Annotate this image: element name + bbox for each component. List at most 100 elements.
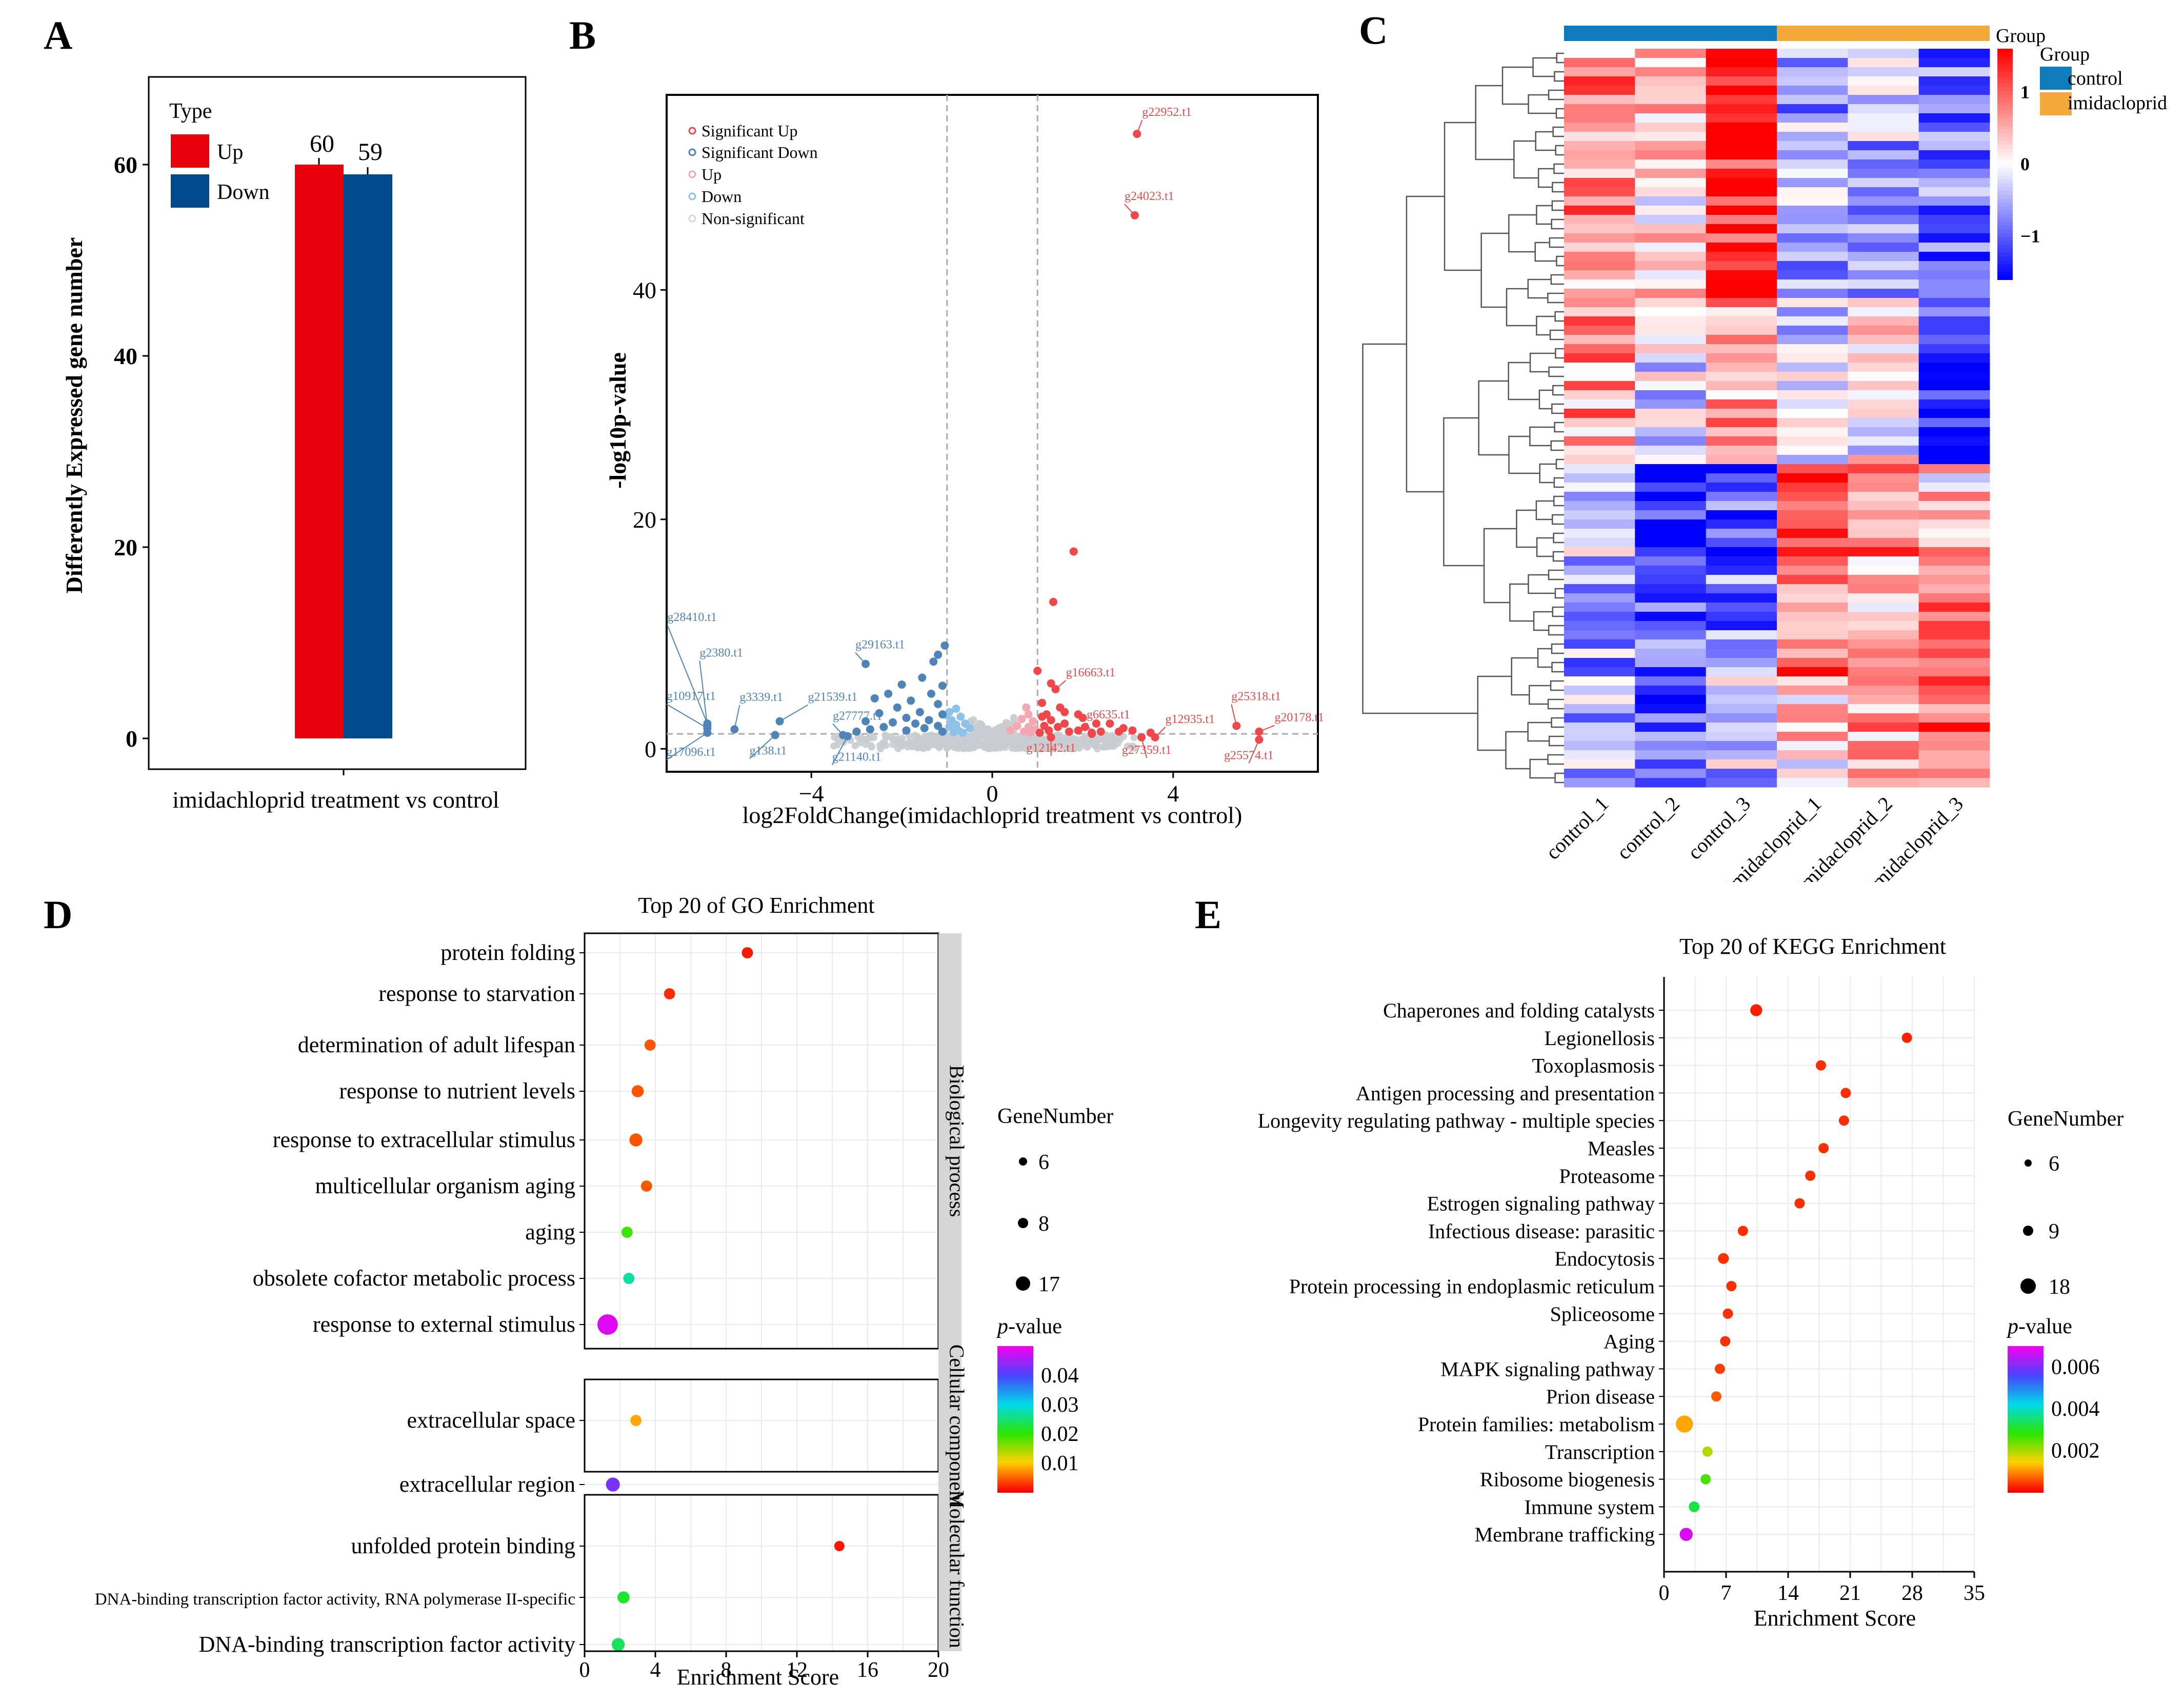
heatmap-cell — [1918, 529, 1990, 538]
colorbar-segment — [1997, 275, 2013, 280]
heatmap-cell — [1635, 307, 1707, 317]
heatmap-cell — [1564, 446, 1635, 455]
colorbar-segment — [2008, 1480, 2043, 1483]
heatmap-cell — [1635, 741, 1707, 751]
heatmap-cell — [1635, 372, 1707, 382]
heatmap-cell — [1918, 778, 1990, 788]
heatmap-cell — [1564, 639, 1635, 649]
heatmap-cell — [1918, 446, 1990, 455]
panel-d-go-enrichment: D Top 20 of GO Enrichment protein foldin… — [44, 892, 1113, 1690]
heatmap-cell — [1777, 270, 1848, 280]
sig-up-point — [1065, 727, 1073, 736]
size-legend-title: GeneNumber — [2008, 1107, 2123, 1131]
heatmap-cell — [1564, 621, 1635, 631]
colorbar-segment — [1997, 164, 2013, 169]
enrichment-dot — [630, 1415, 642, 1426]
heatmap-cell — [1777, 363, 1848, 372]
colorbar-tick-label: 0.04 — [1041, 1364, 1079, 1388]
heatmap-cell — [1777, 778, 1848, 788]
dendrogram-branch — [1550, 274, 1564, 285]
colorbar-segment — [997, 1470, 1033, 1473]
sig-up-point — [1035, 728, 1044, 737]
dendrogram-branch — [1534, 242, 1557, 262]
colorbar-segment — [2008, 1412, 2043, 1415]
colorbar-segment — [2008, 1402, 2043, 1405]
heatmap-cell — [1777, 436, 1848, 446]
heatmap-cell — [1706, 547, 1777, 557]
colorbar-segment — [1997, 98, 2013, 103]
dendrogram-branch — [1551, 717, 1564, 728]
colorbar-tick-label: 0.004 — [2051, 1397, 2100, 1421]
gene-label: g17096.t1 — [666, 746, 716, 759]
nonsig-point — [1130, 734, 1138, 742]
y-axis-label: -log10p-value — [605, 352, 631, 489]
colorbar-segment — [2008, 1477, 2043, 1481]
heatmap-cell — [1777, 279, 1848, 289]
y-tick-label: 0 — [645, 736, 656, 762]
x-tick-label: 4 — [650, 1658, 661, 1682]
sig-down-point — [925, 716, 933, 725]
kegg-dot-plot: Chaperones and folding catalysts Legionel… — [1258, 977, 1985, 1605]
sig-up-point — [1049, 597, 1058, 606]
colorbar-segment — [997, 1385, 1033, 1388]
heatmap-cell — [1848, 612, 1919, 622]
heatmap-cell — [1564, 187, 1635, 197]
heatmap-cell — [1848, 769, 1919, 778]
heatmap-cell — [1635, 455, 1707, 465]
facet-label: Cellular component — [946, 1345, 969, 1507]
heatmap-cell — [1564, 732, 1635, 742]
nonsig-point — [1010, 714, 1017, 722]
colorbar-segment — [2008, 1392, 2043, 1395]
colorbar-segment — [997, 1444, 1033, 1447]
label-leader-line — [749, 734, 776, 759]
heatmap-cell — [1777, 399, 1848, 409]
column-label: control_3 — [1683, 792, 1755, 864]
heatmap-cell — [1706, 307, 1777, 317]
heatmap-cell — [1777, 455, 1848, 465]
heatmap-cell — [1918, 556, 1990, 566]
dendrogram-branch — [1551, 662, 1564, 673]
heatmap-cell — [1848, 566, 1919, 575]
dendrogram-branch — [1552, 551, 1564, 562]
size-legend: GeneNumber 6 8 17 — [997, 1105, 1113, 1296]
heatmap-cell — [1635, 169, 1707, 178]
heatmap-cell — [1635, 418, 1707, 428]
heatmap-cell — [1706, 667, 1777, 677]
sig-down-point — [870, 694, 879, 703]
legend: Significant Up Significant Down Up Down … — [688, 122, 818, 228]
colorbar-segment — [2008, 1490, 2043, 1493]
colorbar-segment — [997, 1395, 1033, 1398]
colorbar-tick-label: 0 — [2020, 154, 2030, 174]
nonsig-point — [831, 733, 838, 741]
heatmap-cell — [1918, 649, 1990, 658]
heatmap-cell — [1848, 501, 1919, 511]
colorbar-segment — [1997, 129, 2013, 134]
x-axis-label: Enrichment Score — [677, 1665, 839, 1690]
colorbar-segment — [997, 1383, 1033, 1386]
heatmap-cell — [1635, 49, 1707, 58]
heatmap-cell — [1635, 464, 1707, 474]
heatmap-cell — [1635, 446, 1707, 455]
labeled-gene-point — [1137, 733, 1146, 742]
sig-up-point — [1106, 719, 1114, 728]
heatmap-cell — [1848, 695, 1919, 705]
kegg-term-label: Transcription — [1545, 1440, 1655, 1464]
heatmap-cell — [1706, 436, 1777, 446]
colorbar-segment — [997, 1485, 1033, 1488]
heatmap-cell — [1848, 224, 1919, 234]
heatmap-cell — [1635, 492, 1707, 502]
down-point — [958, 728, 967, 737]
heatmap-cell — [1777, 667, 1848, 677]
heatmap-cell — [1918, 344, 1990, 354]
heatmap-cell — [1564, 695, 1635, 705]
dendrogram-branch — [1550, 440, 1564, 451]
heatmap-cell — [1706, 427, 1777, 437]
heatmap-cell — [1848, 446, 1919, 455]
heatmap-cell — [1564, 372, 1635, 382]
heatmap-cell — [1848, 473, 1919, 483]
label-leader-line — [666, 732, 708, 760]
label-leader-line — [666, 704, 708, 729]
dendrogram-branch — [1536, 205, 1552, 225]
nonsig-point — [999, 729, 1007, 737]
heatmap-cell — [1918, 104, 1990, 114]
